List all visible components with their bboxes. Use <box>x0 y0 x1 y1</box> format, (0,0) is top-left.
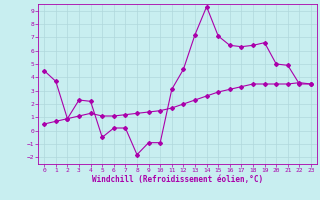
X-axis label: Windchill (Refroidissement éolien,°C): Windchill (Refroidissement éolien,°C) <box>92 175 263 184</box>
